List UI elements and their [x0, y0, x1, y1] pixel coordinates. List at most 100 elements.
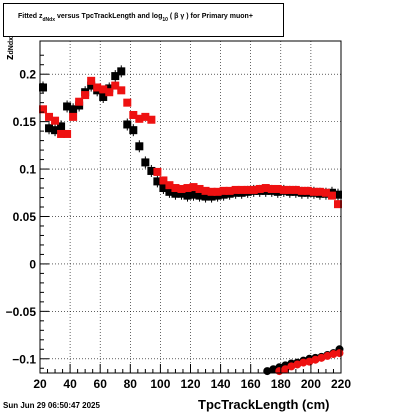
x-tick-label: 40: [63, 377, 77, 391]
data-point-red: [281, 365, 290, 374]
data-point-red: [311, 355, 320, 364]
x-tick-label: 120: [180, 377, 200, 391]
data-point-red: [177, 184, 186, 193]
x-tick-label: 140: [211, 377, 231, 391]
data-point-red: [279, 185, 288, 194]
x-tick-label: 80: [124, 377, 138, 391]
data-point-red: [287, 362, 296, 371]
data-point-black: [57, 122, 66, 131]
data-point-red: [171, 184, 180, 193]
data-point-black: [111, 72, 120, 81]
data-point-black: [123, 120, 132, 129]
data-point-black: [171, 189, 180, 198]
x-tick-label: 60: [94, 377, 108, 391]
data-point-red: [255, 184, 264, 193]
data-point-black: [141, 158, 150, 167]
x-tick-label: 220: [331, 377, 351, 391]
data-point-red: [323, 351, 332, 360]
y-tick-label: −0.05: [6, 305, 37, 319]
data-point-red: [105, 88, 114, 97]
data-point-red: [231, 185, 240, 194]
series-red-circle: [275, 349, 344, 376]
grid-layer: [40, 41, 341, 373]
y-axis-label-sub: dNdx: [8, 37, 15, 55]
data-point-black: [129, 126, 138, 135]
data-point-red: [189, 183, 198, 192]
title-prefix: Fitted z: [18, 13, 43, 20]
data-point-red: [45, 112, 54, 121]
data-point-red: [57, 129, 66, 138]
data-point-red: [243, 185, 252, 194]
title-middle: versus TpcTrackLength and log: [55, 13, 163, 20]
title-suffix: ( β γ ) for Primary muon+: [169, 13, 253, 20]
data-point-black: [159, 184, 168, 193]
series-black-square: [39, 65, 342, 203]
x-tick-label: 20: [33, 377, 47, 391]
data-point-red: [123, 98, 132, 107]
data-point-red: [299, 358, 308, 367]
title-box: Fitted zdNdx versus TpcTrackLength and l…: [3, 3, 284, 37]
data-point-red: [135, 114, 144, 123]
series-layer: [39, 65, 344, 376]
y-tick-label: 0.1: [19, 163, 36, 177]
data-point-red: [213, 187, 222, 196]
data-point-red: [117, 86, 126, 95]
data-point-black: [207, 192, 216, 201]
data-point-black: [69, 105, 78, 114]
data-point-red: [335, 349, 344, 358]
y-tick-label: −0.1: [12, 352, 36, 366]
data-point-red: [273, 184, 282, 193]
data-point-red: [315, 187, 324, 196]
x-tick-label: 100: [150, 377, 170, 391]
data-point-black: [201, 192, 210, 201]
data-point-red: [305, 357, 314, 366]
data-point-black: [165, 187, 174, 196]
data-point-red: [153, 167, 162, 176]
data-point-red: [141, 112, 150, 121]
title-subscript: dNdx: [42, 17, 56, 23]
data-point-red: [183, 184, 192, 193]
data-point-red: [309, 187, 318, 196]
y-axis-label-main: z: [4, 54, 16, 61]
data-point-red: [261, 184, 270, 193]
data-point-red: [39, 105, 48, 114]
data-point-black: [333, 190, 342, 199]
tick-label-layer: 20 40 60 80 100 120 140 160 180 200 220 −0.1 −0.05 0 0…: [6, 68, 352, 391]
data-point-black: [135, 142, 144, 151]
data-point-red: [159, 176, 168, 185]
data-point-red: [207, 187, 216, 196]
y-tick-label: 0.2: [19, 68, 36, 82]
data-point-black: [189, 190, 198, 199]
data-point-red: [201, 186, 210, 195]
data-point-red: [93, 83, 102, 92]
title-log-subscript: 10: [162, 17, 168, 23]
x-axis-label: TpcTrackLength (cm): [198, 397, 330, 412]
data-point-red: [317, 353, 326, 362]
data-point-red: [285, 185, 294, 194]
data-point-red: [293, 360, 302, 369]
x-tick-label: 200: [301, 377, 321, 391]
data-point-red: [225, 186, 234, 195]
data-point-red: [297, 186, 306, 195]
data-point-red: [219, 186, 228, 195]
data-point-red: [147, 115, 156, 124]
tick-layer: [39, 54, 342, 373]
data-point-red: [329, 350, 338, 359]
data-point-red: [327, 191, 336, 200]
data-point-red: [63, 129, 72, 138]
data-point-red: [81, 91, 90, 100]
y-tick-label: 0.05: [13, 210, 37, 224]
data-point-black: [177, 189, 186, 198]
data-point-red: [51, 116, 60, 125]
data-point-black: [99, 92, 108, 101]
data-point-black: [87, 81, 96, 90]
data-point-red: [303, 186, 312, 195]
data-point-black: [153, 177, 162, 186]
data-point-red: [291, 185, 300, 194]
data-point-black: [147, 166, 156, 175]
data-point-black: [117, 67, 126, 76]
y-axis-label: zdNdx: [4, 37, 16, 60]
data-point-black: [195, 191, 204, 200]
data-point-red: [129, 110, 138, 119]
timestamp-footer: Sun Jun 29 06:50:47 2025: [3, 401, 100, 410]
